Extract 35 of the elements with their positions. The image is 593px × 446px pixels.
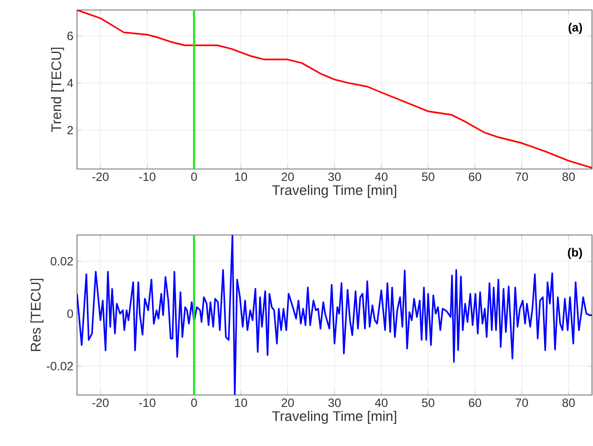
x-tick-label: 80 — [562, 172, 575, 181]
x-tick-label: 70 — [516, 172, 528, 181]
y-tick-label: 0.02 — [50, 257, 73, 266]
x-tick-label: 50 — [422, 172, 434, 181]
x-tick-label: 10 — [235, 398, 248, 407]
x-tick-label: -20 — [92, 398, 109, 407]
x-tick-label: -10 — [139, 398, 156, 407]
line-series — [77, 235, 592, 395]
x-tick-label: 20 — [282, 172, 294, 181]
x-axis-title: Traveling Time [min] — [272, 184, 396, 198]
y-tick-label: 6 — [67, 32, 73, 40]
annotation: (a) — [568, 22, 582, 34]
x-tick-label: 30 — [328, 398, 341, 407]
annotation: (b) — [568, 248, 582, 260]
x-tick-label: -20 — [92, 172, 109, 181]
x-tick-label: 40 — [374, 398, 388, 407]
x-tick-label: 60 — [468, 172, 482, 181]
x-tick-label: 10 — [235, 172, 248, 181]
x-tick-label: 70 — [516, 398, 528, 407]
x-axis-title: Traveling Time [min] — [272, 410, 396, 424]
y-tick-label: 0 — [67, 309, 74, 318]
x-tick-label: 40 — [374, 172, 388, 181]
x-tick-label: 0 — [191, 172, 197, 181]
y-axis-title: Res [TECU] — [30, 278, 44, 352]
x-tick-label: 30 — [328, 172, 341, 181]
x-tick-label: -10 — [139, 172, 156, 181]
y-tick-label: 2 — [67, 126, 73, 134]
x-tick-label: 80 — [562, 398, 575, 407]
y-tick-label: -0.02 — [46, 362, 73, 370]
y-axis-title: Trend [TECU] — [50, 48, 64, 132]
x-tick-label: 20 — [282, 398, 294, 407]
x-tick-label: 60 — [468, 398, 482, 407]
x-tick-label: 0 — [191, 398, 197, 407]
y-tick-label: 4 — [67, 78, 74, 88]
x-tick-label: 50 — [422, 398, 434, 407]
